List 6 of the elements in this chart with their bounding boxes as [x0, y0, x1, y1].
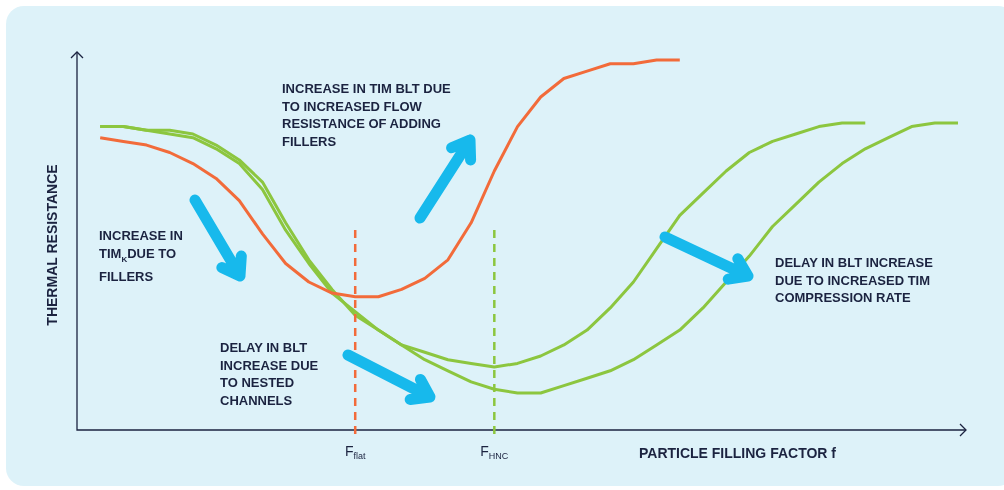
- y-axis-title: THERMAL RESISTANCE: [43, 164, 60, 326]
- x-axis-title: PARTICLE FILLING FACTOR f: [638, 445, 837, 461]
- annotation: INCREASE IN TIM BLT DUE TO INCREASED FLOW RESISTANCE OF ADDING FILLERS: [282, 80, 452, 150]
- annotation: DELAY IN BLT INCREASE DUE TO INCREASED TIM COMPRESSION RATE: [775, 254, 934, 307]
- annotation: INCREASE IN TIM$_{K}$DUE TO FILLERS: [99, 227, 184, 286]
- annotation: DELAY IN BLT INCREASE DUE TO NESTED CHANNELS: [220, 339, 320, 409]
